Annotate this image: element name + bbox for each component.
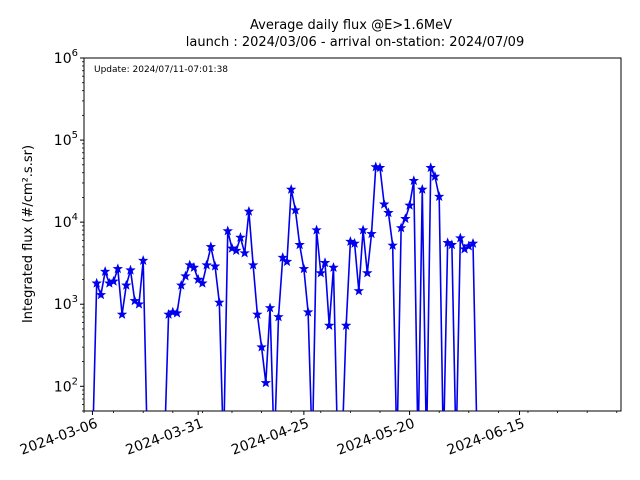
data-point [429, 171, 441, 181]
data-point [455, 232, 466, 243]
data-point [235, 232, 246, 242]
data-point [138, 255, 149, 266]
update-annotation: Update: 2024/07/11-07:01:38 [94, 65, 228, 75]
data-point [222, 225, 233, 236]
data-point [209, 260, 221, 271]
data-point [201, 259, 212, 270]
chart-title-line2: launch : 2024/03/06 - arrival on-station… [186, 35, 524, 50]
data-point [231, 245, 242, 256]
data-point [277, 252, 288, 263]
plot-area [83, 57, 622, 412]
data-point [357, 224, 369, 235]
data-point [340, 320, 352, 330]
x-tick-label: 2024-03-31 [124, 416, 206, 459]
data-point [404, 199, 415, 210]
data-point [311, 224, 322, 235]
data-point [366, 228, 377, 239]
y-tick-label: 106 [54, 48, 78, 67]
data-point [116, 309, 128, 319]
data-point [408, 175, 420, 186]
data-point [446, 239, 458, 250]
data-point [121, 279, 132, 290]
data-point [184, 259, 195, 270]
data-point [95, 289, 107, 300]
data-point [425, 162, 436, 173]
x-axis: 2024-03-06 2024-03-31 2024-04-25 2024-05-20… [18, 411, 618, 459]
data-point [302, 306, 314, 317]
data-point [395, 222, 407, 233]
data-point [273, 311, 284, 322]
data-series [91, 161, 479, 411]
y-tick-label: 105 [54, 130, 78, 149]
y-tick-label: 104 [54, 212, 78, 231]
data-point [319, 257, 331, 268]
data-point [417, 184, 428, 194]
data-point [188, 262, 200, 272]
plot-frame [83, 57, 622, 412]
x-tick-label: 2024-06-15 [445, 416, 527, 459]
data-point [294, 239, 305, 250]
x-tick-label: 2024-04-25 [229, 416, 311, 459]
data-point [243, 205, 255, 216]
data-point [433, 191, 445, 201]
data-point [345, 236, 356, 246]
data-point [205, 241, 217, 252]
data-point [99, 266, 111, 276]
data-point [239, 247, 250, 258]
data-point [298, 263, 310, 274]
data-point [349, 238, 360, 248]
data-point [260, 377, 272, 388]
series-line [92, 166, 478, 411]
data-point [108, 275, 119, 286]
data-point [247, 259, 259, 270]
y-tick-label: 102 [54, 376, 78, 395]
data-point [264, 302, 276, 313]
data-point [353, 285, 365, 296]
data-point [362, 267, 373, 278]
y-tick-label: 103 [54, 294, 78, 313]
data-point [252, 309, 263, 319]
data-point [324, 320, 335, 330]
data-point [374, 162, 386, 173]
data-point [91, 277, 102, 288]
chart-title-line1: Average daily flux @E>1.6MeV [250, 18, 452, 33]
data-point [387, 240, 398, 250]
data-point [171, 307, 183, 318]
data-point [281, 256, 293, 267]
data-point [125, 264, 136, 275]
data-point [180, 270, 191, 281]
data-point [383, 207, 394, 218]
data-point [400, 213, 411, 224]
data-point [192, 274, 204, 284]
data-point [226, 242, 238, 253]
data-point [290, 204, 301, 215]
x-tick-label: 2024-03-06 [18, 416, 100, 459]
data-point [285, 184, 297, 194]
data-point [112, 263, 124, 274]
data-point [133, 298, 145, 309]
x-tick-label: 2024-05-20 [335, 416, 417, 459]
data-point [315, 267, 326, 278]
y-axis: 102 103 104 105 106 [54, 48, 84, 412]
data-point [256, 341, 267, 352]
data-point [328, 262, 339, 272]
data-point [176, 279, 187, 290]
data-point [442, 237, 453, 248]
data-point [379, 198, 390, 209]
data-point [467, 238, 479, 248]
y-axis-label: Integrated flux (#/cm².s.sr) [21, 145, 36, 323]
data-point [197, 277, 208, 288]
data-point [214, 297, 225, 307]
